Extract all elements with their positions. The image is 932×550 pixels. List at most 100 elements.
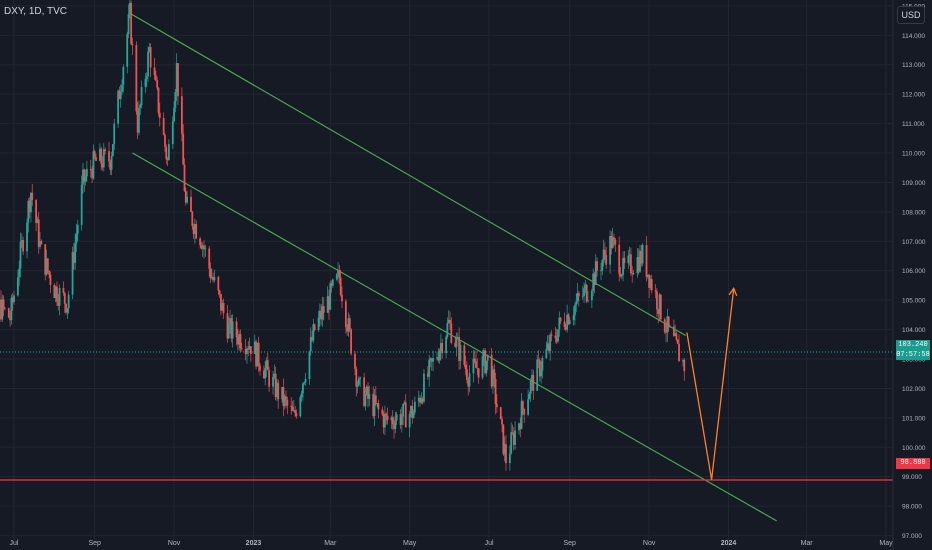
candle-body bbox=[156, 80, 159, 88]
candle-body bbox=[391, 417, 394, 425]
candle-body bbox=[311, 337, 313, 341]
candle-body bbox=[354, 353, 356, 369]
candle-body bbox=[511, 432, 514, 434]
candle-body bbox=[347, 318, 350, 332]
candle-body bbox=[555, 338, 558, 342]
candle-body bbox=[641, 245, 644, 264]
candle-body bbox=[614, 239, 617, 245]
candle-body bbox=[331, 279, 334, 286]
candle-body bbox=[619, 273, 622, 277]
candle-body bbox=[217, 276, 220, 291]
candle-body bbox=[412, 412, 415, 418]
candle-body bbox=[93, 151, 96, 158]
candle-body bbox=[262, 370, 265, 379]
candle-body bbox=[145, 76, 148, 79]
candle-body bbox=[567, 314, 570, 325]
candle-body bbox=[113, 123, 116, 145]
candle-body bbox=[364, 394, 367, 407]
candle-body bbox=[249, 346, 252, 355]
candle-body bbox=[445, 336, 447, 354]
candle-body bbox=[583, 288, 585, 296]
candle-body bbox=[374, 395, 377, 404]
candle-body bbox=[326, 296, 329, 313]
candle-body bbox=[531, 374, 533, 382]
time-axis: Jul Sep Nov 2023 Mar May Jul Sep Nov 2024 Mar May bbox=[10, 540, 894, 547]
candle-body bbox=[102, 149, 105, 168]
candle-body bbox=[203, 245, 205, 250]
currency-button[interactable]: USD bbox=[897, 6, 925, 24]
y-tick-label: 98.000 bbox=[902, 504, 922, 511]
candle-body bbox=[194, 224, 196, 234]
candle-body bbox=[419, 397, 421, 403]
candle-body bbox=[630, 254, 632, 274]
candle-body bbox=[117, 90, 120, 124]
candle-body bbox=[523, 408, 526, 415]
candle-body bbox=[447, 319, 450, 323]
candle-body bbox=[549, 334, 552, 352]
candle-body bbox=[312, 324, 315, 341]
candle-body bbox=[613, 237, 615, 240]
candle-body bbox=[528, 393, 531, 400]
candle-body bbox=[455, 337, 458, 347]
candle-body bbox=[303, 382, 306, 384]
x-tick-label: Sep bbox=[564, 540, 577, 547]
y-tick-label: 107.000 bbox=[902, 239, 926, 246]
price-axis: 97.000 98.000 99.000 100.000 101.000 102.000 1… bbox=[892, 0, 926, 550]
current-price-value: 103.240 bbox=[898, 341, 928, 349]
x-tick-label: May bbox=[403, 540, 417, 547]
candle-body bbox=[399, 414, 402, 425]
candle-body bbox=[149, 47, 152, 68]
candle-body bbox=[585, 284, 588, 302]
y-tick-label: 114.000 bbox=[902, 33, 925, 40]
candle-body bbox=[545, 349, 548, 359]
candle-body bbox=[127, 14, 130, 35]
candle-body bbox=[385, 413, 388, 416]
candle-body bbox=[476, 367, 479, 369]
candle-body bbox=[423, 373, 425, 402]
candle-body bbox=[587, 300, 589, 302]
candle-body bbox=[377, 403, 380, 410]
candle-body bbox=[605, 254, 608, 265]
candle-body bbox=[318, 310, 321, 318]
candle-body bbox=[273, 373, 276, 377]
candle-body bbox=[45, 258, 48, 275]
candle-body bbox=[501, 419, 503, 425]
candle-body bbox=[300, 393, 303, 398]
candle-body bbox=[40, 241, 43, 245]
candle-body bbox=[337, 270, 339, 275]
y-tick-label: 112.000 bbox=[902, 92, 925, 99]
candle-body bbox=[350, 329, 352, 354]
candle-body bbox=[667, 316, 670, 327]
candle-body bbox=[48, 270, 51, 275]
candle-body bbox=[472, 358, 475, 374]
x-tick-label: Jul bbox=[10, 540, 19, 547]
candle-body bbox=[499, 407, 502, 420]
candle-body bbox=[53, 284, 56, 299]
x-tick-label: 2024 bbox=[721, 540, 737, 547]
y-tick-label: 105.000 bbox=[902, 298, 926, 305]
candle-body bbox=[421, 398, 424, 402]
y-tick-label: 108.000 bbox=[902, 209, 926, 216]
candle-body bbox=[559, 317, 562, 322]
candle-body bbox=[248, 346, 251, 350]
candle-body bbox=[204, 248, 207, 250]
candle-body bbox=[157, 87, 160, 113]
candle-body bbox=[253, 341, 256, 355]
candle-body bbox=[357, 378, 360, 385]
candle-body bbox=[235, 321, 238, 338]
candle-body bbox=[74, 242, 77, 263]
candle-body bbox=[174, 92, 177, 108]
candle-body bbox=[36, 219, 39, 223]
candle-body bbox=[313, 324, 316, 331]
candle-body bbox=[492, 369, 494, 387]
projection-path bbox=[686, 288, 735, 480]
candle-body bbox=[520, 401, 523, 429]
candle-body bbox=[609, 235, 611, 265]
candle-body bbox=[285, 396, 287, 400]
candle-body bbox=[657, 309, 660, 315]
candle-body bbox=[309, 337, 312, 352]
candle-body bbox=[272, 376, 274, 387]
candle-body bbox=[512, 433, 515, 445]
candle-body bbox=[144, 78, 147, 87]
